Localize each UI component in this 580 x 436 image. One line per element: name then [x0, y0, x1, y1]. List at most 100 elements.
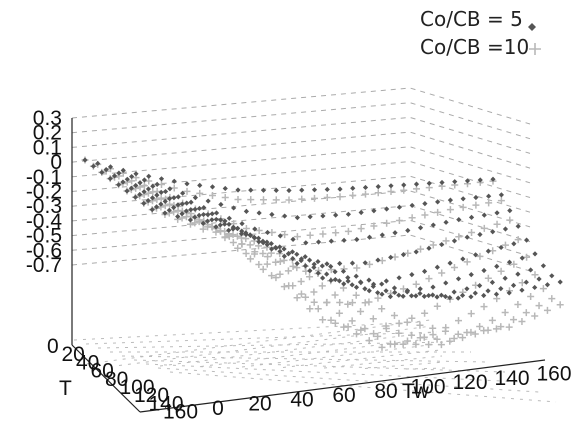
tw-tick-label: 160	[536, 363, 571, 386]
series-1-point	[362, 286, 368, 292]
series-1-point	[200, 211, 207, 218]
series-2-point	[514, 301, 522, 308]
series-1-point	[162, 198, 168, 204]
series-1-point	[188, 207, 194, 213]
floor-grid-line	[77, 319, 431, 366]
series-1-point	[183, 208, 189, 214]
series-2-point	[306, 273, 314, 281]
series-2-point	[289, 282, 297, 290]
series-1-point	[149, 195, 156, 201]
series-1-point	[319, 263, 325, 269]
points-layer	[81, 156, 564, 351]
series-2-point	[191, 219, 199, 227]
series-1-point	[320, 275, 326, 281]
z-tick-label: 0.1	[33, 136, 62, 159]
z-tick-label: -0.2	[26, 181, 62, 204]
series-1-point	[443, 280, 449, 286]
series-2-point	[195, 218, 203, 226]
t-tick-label: 160	[163, 401, 198, 424]
series-2-point	[306, 231, 314, 239]
series-1-point	[120, 179, 126, 185]
series-1-point	[383, 288, 389, 294]
series-1-point	[166, 207, 172, 213]
series-1-point	[213, 216, 219, 223]
series-1-point	[171, 195, 177, 201]
series-1-point	[222, 221, 228, 227]
series-1-point	[179, 211, 185, 217]
series-1-point	[405, 227, 411, 234]
series-1-point	[392, 230, 398, 236]
series-1-point	[477, 231, 483, 238]
series-1-point	[345, 275, 351, 281]
series-2-point	[331, 291, 339, 299]
series-1-point	[549, 273, 555, 279]
series-1-point	[506, 259, 513, 265]
series-1-point	[243, 230, 249, 236]
t-tick-label: 80	[105, 368, 128, 391]
series-2-point	[366, 260, 374, 268]
series-1-point	[260, 238, 266, 244]
series-2-point	[467, 310, 475, 318]
series-1-point	[532, 251, 538, 257]
tw-tick-label: 140	[494, 367, 529, 390]
series-1-point	[204, 218, 211, 224]
series-1-point	[383, 278, 389, 284]
series-2-point	[238, 240, 246, 248]
series-1-point	[362, 260, 368, 266]
series-1-point	[349, 282, 355, 288]
series-1-point	[149, 207, 155, 213]
series-1-point	[311, 187, 318, 193]
series-1-point	[396, 204, 402, 210]
z-tick-label: -0.3	[26, 195, 62, 218]
series-1-point	[289, 249, 296, 255]
series-2-point	[459, 203, 467, 211]
series-2-point	[306, 305, 314, 313]
series-1-point	[137, 191, 143, 198]
z-grid-line	[71, 175, 531, 213]
series-2-point	[438, 269, 446, 277]
series-1-point	[413, 181, 420, 187]
series-1-point	[417, 286, 423, 292]
series-1-point	[320, 213, 326, 219]
series-2-point	[170, 184, 178, 192]
series-1-point	[248, 187, 254, 193]
series-2-point	[433, 335, 441, 343]
series-1-point	[451, 289, 457, 295]
z-tick-label: -0.1	[26, 166, 62, 189]
series-1-point	[302, 254, 308, 260]
series-2-point	[353, 330, 360, 338]
series-2-point	[468, 229, 476, 237]
series-2-point	[323, 194, 331, 202]
t-tick-label: 60	[91, 360, 114, 383]
series-2-point	[480, 224, 488, 232]
series-2-point	[476, 252, 484, 260]
floor-grid-line	[364, 361, 445, 369]
z-grid-line	[71, 219, 531, 257]
series-2-point	[284, 267, 292, 275]
series-1-point	[515, 223, 521, 229]
z-tick-label: -0.5	[26, 225, 62, 248]
series-2-point	[387, 188, 395, 195]
series-2-point	[412, 340, 420, 348]
series-1-point	[167, 196, 173, 202]
series-1-point	[477, 283, 483, 289]
series-2-point	[369, 315, 377, 323]
series-1-point	[141, 200, 147, 206]
series-1-point	[452, 179, 458, 185]
series-1-point	[184, 200, 190, 206]
t-tick-label: 40	[76, 351, 99, 374]
series-1-point	[460, 256, 466, 262]
series-2-point	[505, 323, 513, 331]
tw-tick-label: 60	[332, 384, 355, 407]
series-2-point	[450, 263, 458, 271]
series-1-point	[315, 270, 321, 276]
series-1-point	[230, 226, 236, 232]
x-axis-label: Tw	[402, 380, 430, 403]
series-1-point	[366, 277, 372, 283]
series-1-point	[337, 260, 343, 267]
series-1-point	[217, 222, 223, 228]
floor-grid-line	[159, 331, 435, 367]
series-2-point	[421, 309, 429, 317]
series-1-point	[481, 212, 487, 218]
series-1-point	[379, 232, 385, 238]
